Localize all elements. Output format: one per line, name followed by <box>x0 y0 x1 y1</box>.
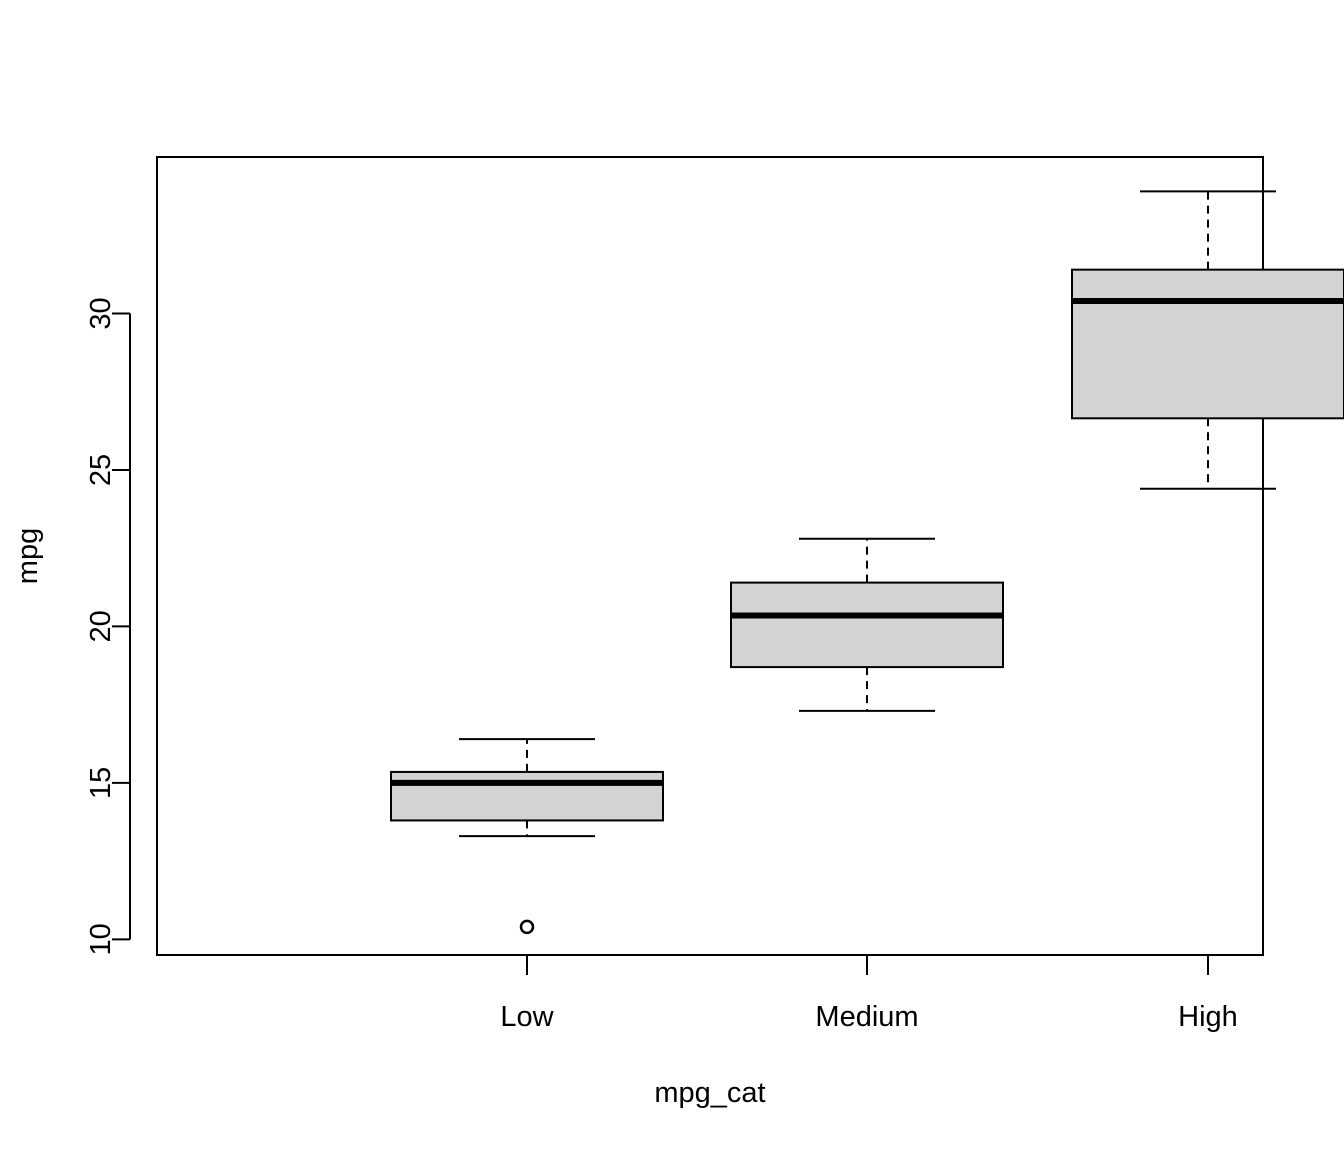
iqr-box <box>730 581 1004 669</box>
x-tick-label: Medium <box>815 1001 918 1033</box>
box-low <box>390 738 664 935</box>
box-medium <box>730 537 1004 712</box>
y-tick-label: 15 <box>85 767 117 799</box>
y-axis: 10 15 20 25 30 <box>85 297 131 955</box>
x-tick-label: High <box>1178 1001 1238 1033</box>
y-tick-label: 20 <box>85 610 117 642</box>
y-tick-label: 10 <box>85 923 117 955</box>
x-axis-label: mpg_cat <box>654 1077 765 1109</box>
box-high <box>1071 190 1344 490</box>
y-tick-label: 30 <box>85 297 117 329</box>
plot-frame <box>156 156 1264 956</box>
y-axis-label: mpg <box>12 528 44 584</box>
x-tick-label: Low <box>500 1001 554 1033</box>
x-axis: Low Medium High <box>500 955 1238 1033</box>
y-tick-label: 25 <box>85 454 117 486</box>
outlier-point <box>519 919 535 935</box>
boxes <box>390 190 1344 935</box>
iqr-box <box>390 770 664 822</box>
iqr-box <box>1071 268 1344 420</box>
